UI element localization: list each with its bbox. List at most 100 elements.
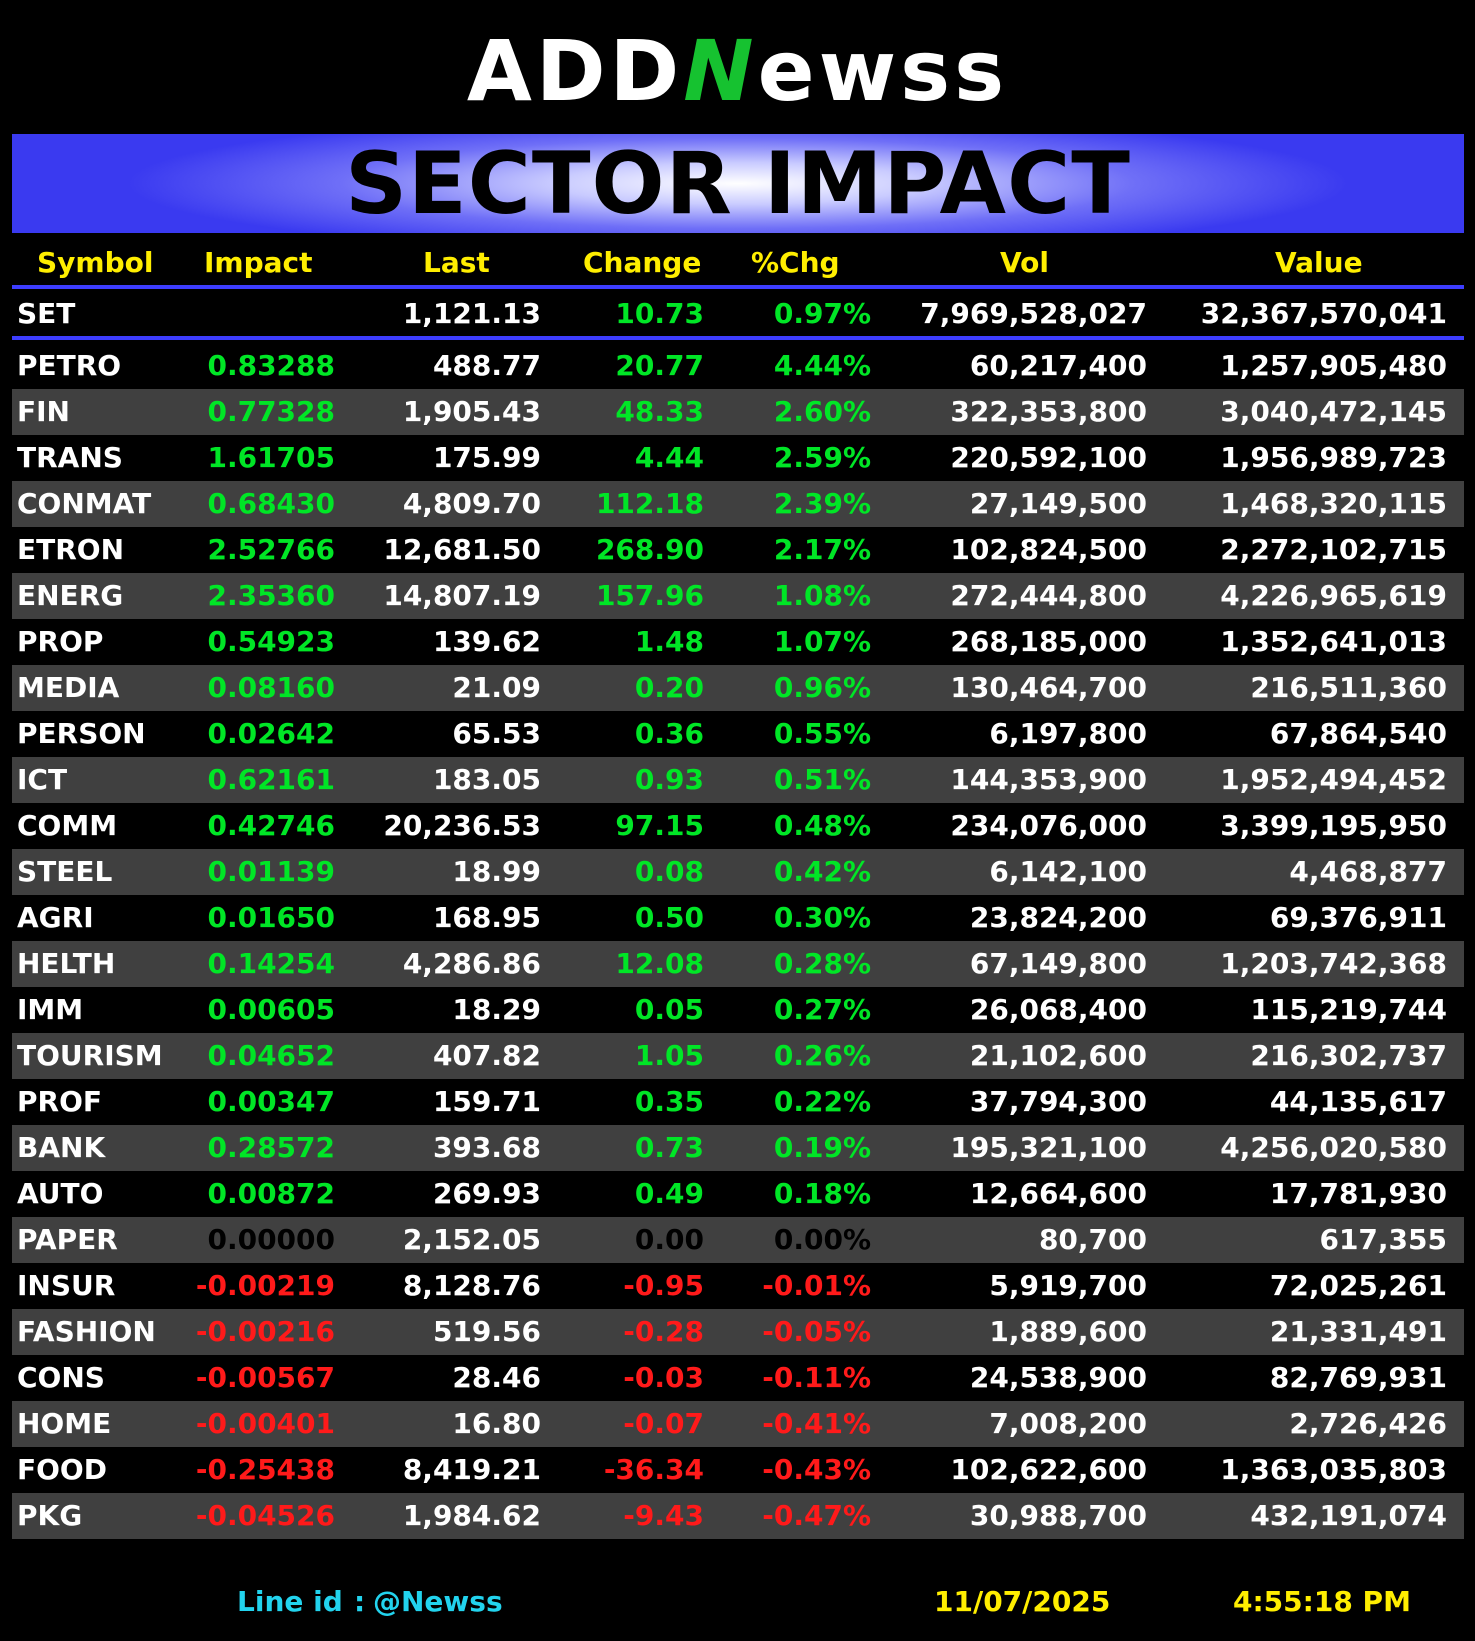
logo-wordmark: ADDNewss — [467, 29, 1008, 113]
sector-vol: 195,321,100 — [950, 1131, 1147, 1164]
sector-change: -0.07 — [623, 1407, 704, 1440]
sector-impact: 0.00605 — [207, 993, 335, 1026]
sector-vol: 144,353,900 — [950, 763, 1147, 796]
sector-impact: 1.61705 — [207, 441, 335, 474]
sector-row-pkg: PKG -0.04526 1,984.62 -9.43 -0.47% 30,988,700… — [12, 1493, 1464, 1539]
sector-last: 16.80 — [452, 1407, 541, 1440]
sector-symbol: IMM — [17, 993, 84, 1026]
sector-symbol: PAPER — [17, 1223, 118, 1256]
sector-change: 0.50 — [634, 901, 704, 934]
sector-change: 268.90 — [595, 533, 704, 566]
sector-change: 0.36 — [634, 717, 704, 750]
sector-pct: 0.48% — [773, 809, 871, 842]
footer-date: 11/07/2025 — [934, 1585, 1111, 1618]
sector-value: 1,956,989,723 — [1220, 441, 1447, 474]
sector-value: 1,257,905,480 — [1220, 349, 1447, 382]
sector-pct: 2.39% — [773, 487, 871, 520]
sector-value: 1,203,742,368 — [1220, 947, 1447, 980]
sector-vol: 102,824,500 — [950, 533, 1147, 566]
sector-last: 4,286.86 — [402, 947, 541, 980]
sector-last: 28.46 — [452, 1361, 541, 1394]
sector-value: 1,363,035,803 — [1220, 1453, 1447, 1486]
sector-change: 0.05 — [634, 993, 704, 1026]
sector-vol: 60,217,400 — [969, 349, 1147, 382]
sector-symbol: ETRON — [17, 533, 125, 566]
sector-value: 72,025,261 — [1269, 1269, 1447, 1302]
sector-pct: 0.18% — [773, 1177, 871, 1210]
sector-change: 97.15 — [615, 809, 704, 842]
index-value: 32,367,570,041 — [1200, 297, 1447, 330]
sector-vol: 102,622,600 — [950, 1453, 1147, 1486]
sector-pct: -0.41% — [762, 1407, 871, 1440]
sector-last: 18.29 — [452, 993, 541, 1026]
sector-vol: 30,988,700 — [969, 1499, 1147, 1532]
sector-change: 48.33 — [615, 395, 704, 428]
sector-value: 432,191,074 — [1250, 1499, 1447, 1532]
sector-row-trans: TRANS 1.61705 175.99 4.44 2.59% 220,592,100 1,… — [12, 435, 1464, 481]
sector-impact: 0.00347 — [207, 1085, 335, 1118]
sector-vol: 322,353,800 — [950, 395, 1147, 428]
logo-n-mark: N — [683, 21, 758, 120]
logo-text-suffix: ewss — [757, 21, 1009, 120]
sector-last: 20,236.53 — [383, 809, 541, 842]
sector-pct: 2.60% — [773, 395, 871, 428]
sector-value: 115,219,744 — [1250, 993, 1447, 1026]
sector-last: 159.71 — [432, 1085, 541, 1118]
sector-change: 0.93 — [634, 763, 704, 796]
col-header-last: Last — [423, 246, 490, 279]
sector-last: 393.68 — [432, 1131, 541, 1164]
index-vol: 7,969,528,027 — [920, 297, 1147, 330]
sector-impact: 0.01650 — [207, 901, 335, 934]
sector-last: 4,809.70 — [402, 487, 541, 520]
sector-value: 2,272,102,715 — [1220, 533, 1447, 566]
sector-impact: 2.35360 — [207, 579, 335, 612]
sector-pct: 0.27% — [773, 993, 871, 1026]
sector-last: 1,905.43 — [402, 395, 541, 428]
sector-vol: 220,592,100 — [950, 441, 1147, 474]
sector-pct: 0.22% — [773, 1085, 871, 1118]
sector-symbol: ENERG — [17, 579, 124, 612]
sector-value: 216,511,360 — [1250, 671, 1447, 704]
sector-impact: 0.77328 — [207, 395, 335, 428]
sector-symbol: TOURISM — [17, 1039, 163, 1072]
sector-symbol: AUTO — [17, 1177, 104, 1210]
index-symbol: SET — [17, 297, 76, 330]
sector-row-conmat: CONMAT 0.68430 4,809.70 112.18 2.39% 27,149,5… — [12, 481, 1464, 527]
footer-time: 4:55:18 PM — [1233, 1585, 1411, 1618]
sector-value: 1,468,320,115 — [1220, 487, 1447, 520]
sector-pct: -0.43% — [762, 1453, 871, 1486]
sector-value: 2,726,426 — [1289, 1407, 1447, 1440]
sector-pct: -0.01% — [762, 1269, 871, 1302]
sector-impact: 0.14254 — [207, 947, 335, 980]
footer-line-id-handle: @Newss — [373, 1585, 503, 1618]
sector-value: 1,952,494,452 — [1220, 763, 1447, 796]
sector-impact: -0.25438 — [195, 1453, 335, 1486]
sector-last: 65.53 — [452, 717, 541, 750]
sector-value: 3,399,195,950 — [1220, 809, 1447, 842]
sector-change: 12.08 — [615, 947, 704, 980]
sector-change: 20.77 — [615, 349, 704, 382]
sector-pct: 0.30% — [773, 901, 871, 934]
sector-row-ict: ICT 0.62161 183.05 0.93 0.51% 144,353,900 1,95… — [12, 757, 1464, 803]
sector-last: 2,152.05 — [402, 1223, 541, 1256]
sector-change: 0.08 — [634, 855, 704, 888]
sector-change: 0.35 — [634, 1085, 704, 1118]
sector-pct: -0.05% — [762, 1315, 871, 1348]
sector-pct: -0.11% — [762, 1361, 871, 1394]
sector-pct: -0.47% — [762, 1499, 871, 1532]
sector-vol: 26,068,400 — [969, 993, 1147, 1026]
sector-row-agri: AGRI 0.01650 168.95 0.50 0.30% 23,824,200 69,3… — [12, 895, 1464, 941]
sector-vol: 272,444,800 — [950, 579, 1147, 612]
sector-change: -36.34 — [603, 1453, 704, 1486]
index-row-set: SET 1,121.13 10.73 0.97% 7,969,528,027 3… — [12, 291, 1464, 337]
sector-impact: -0.04526 — [195, 1499, 335, 1532]
sector-vol: 1,889,600 — [989, 1315, 1147, 1348]
sector-vol: 24,538,900 — [969, 1361, 1147, 1394]
sector-pct: 1.07% — [773, 625, 871, 658]
sector-row-cons: CONS -0.00567 28.46 -0.03 -0.11% 24,538,900 82… — [12, 1355, 1464, 1401]
sector-change: 0.49 — [634, 1177, 704, 1210]
col-header-vol: Vol — [1000, 246, 1049, 279]
sector-row-energ: ENERG 2.35360 14,807.19 157.96 1.08% 272,444,… — [12, 573, 1464, 619]
sector-change: 1.05 — [634, 1039, 704, 1072]
sector-value: 82,769,931 — [1269, 1361, 1447, 1394]
